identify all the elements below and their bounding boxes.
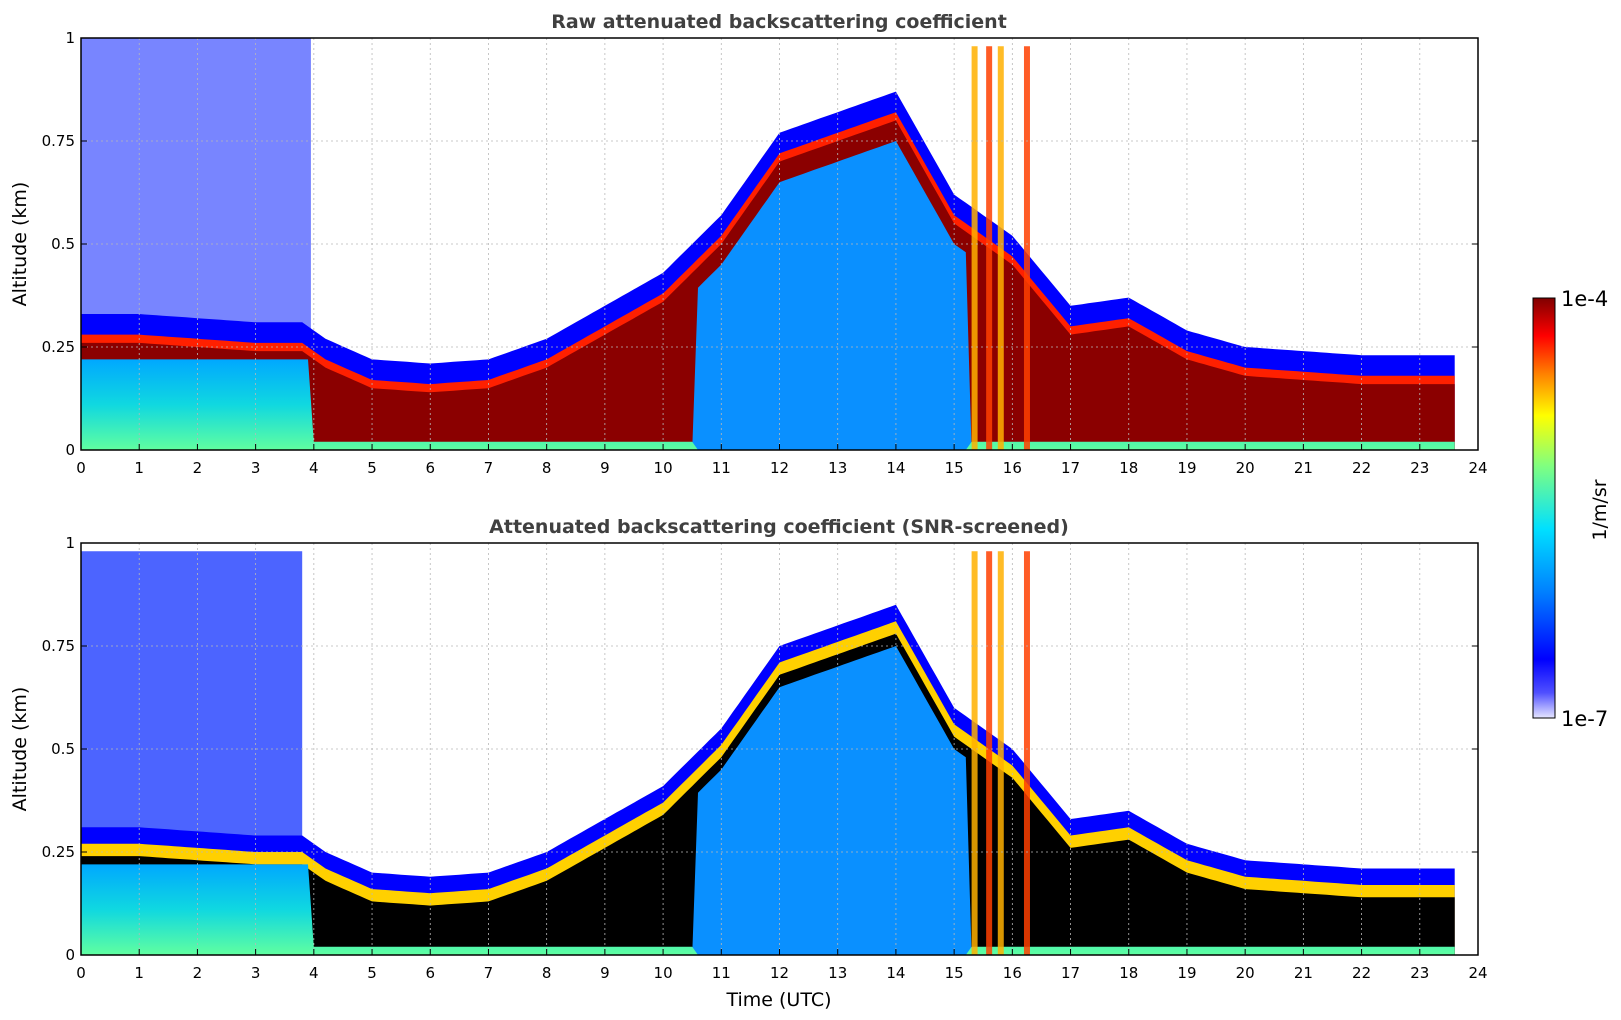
x-tick-label: 24 xyxy=(1468,964,1487,982)
convective-core xyxy=(81,141,1455,450)
x-tick-label: 15 xyxy=(945,459,964,477)
colorbar-min-label: 1e-7 xyxy=(1561,707,1608,731)
x-tick-label: 3 xyxy=(251,964,261,982)
x-tick-labels: 0 1 2 3 4 5 6 7 8 9 10 11 12 13 14 15 16 17 18 19 20 21 22 23 24 xyxy=(76,444,1488,477)
x-tick-label: 6 xyxy=(425,964,435,982)
x-tick-label: 5 xyxy=(367,459,377,477)
grid-lines xyxy=(80,37,1479,451)
x-tick-label: 7 xyxy=(484,964,494,982)
x-tick-label: 18 xyxy=(1119,459,1138,477)
x-tick-label: 11 xyxy=(712,459,731,477)
x-tick-label: 4 xyxy=(309,459,319,477)
y-tick-labels: 0 0.25 0.5 0.75 1 xyxy=(42,29,1478,459)
x-tick-label: 14 xyxy=(886,459,905,477)
x-tick-label: 19 xyxy=(1177,459,1196,477)
near-ground-band xyxy=(81,864,1455,955)
y-tick-label: 0.75 xyxy=(42,132,75,150)
snr-screened-panel: Attenuated backscattering coefficient (S… xyxy=(9,516,1488,1011)
x-tick-label: 2 xyxy=(193,459,203,477)
panel-title: Attenuated backscattering coefficient (S… xyxy=(489,516,1069,538)
x-tick-label: 20 xyxy=(1236,459,1255,477)
x-tick-label: 23 xyxy=(1410,459,1429,477)
x-tick-label: 18 xyxy=(1119,964,1138,982)
x-tick-labels: 0 1 2 3 4 5 6 7 8 9 10 11 12 13 14 15 16 17 18 19 20 21 22 23 24 xyxy=(76,949,1488,982)
cloud-streak xyxy=(971,46,978,450)
x-tick-label: 16 xyxy=(1003,459,1022,477)
y-tick-label: 0.25 xyxy=(42,338,75,356)
snr-screened-heatmap xyxy=(81,551,1455,955)
x-tick-label: 10 xyxy=(654,459,673,477)
x-tick-label: 23 xyxy=(1410,964,1429,982)
y-tick-label: 0 xyxy=(65,946,75,964)
y-tick-label: 0 xyxy=(65,441,75,459)
y-axis-label: Altitude (km) xyxy=(9,182,31,307)
raw-backscatter-panel: Raw attenuated backscattering coefficien… xyxy=(9,11,1488,477)
x-tick-label: 13 xyxy=(828,964,847,982)
grid-lines xyxy=(80,542,1479,956)
y-axis-label: Altitude (km) xyxy=(9,687,31,812)
near-ground-band xyxy=(81,359,1455,450)
colorbar-unit-label: 1/m/sr xyxy=(1589,479,1611,540)
x-axis-label: Time (UTC) xyxy=(725,989,831,1011)
y-tick-label: 0.5 xyxy=(51,235,75,253)
cloud-streak xyxy=(997,46,1004,450)
x-tick-label: 24 xyxy=(1468,459,1487,477)
x-tick-label: 20 xyxy=(1236,964,1255,982)
x-tick-label: 17 xyxy=(1061,459,1080,477)
x-tick-label: 1 xyxy=(134,459,144,477)
colorbar-max-label: 1e-4 xyxy=(1561,287,1608,311)
x-tick-label: 4 xyxy=(309,964,319,982)
panel-title: Raw attenuated backscattering coefficien… xyxy=(551,11,1007,33)
x-tick-label: 21 xyxy=(1294,964,1313,982)
y-tick-label: 0.5 xyxy=(51,740,75,758)
y-tick-label: 1 xyxy=(65,534,75,552)
x-tick-label: 5 xyxy=(367,964,377,982)
convective-core xyxy=(81,646,1455,955)
cloud-streak xyxy=(1023,551,1030,955)
y-tick-label: 0.25 xyxy=(42,843,75,861)
cloud-streak xyxy=(986,46,993,450)
x-tick-label: 19 xyxy=(1177,964,1196,982)
x-tick-label: 9 xyxy=(600,459,610,477)
x-tick-label: 9 xyxy=(600,964,610,982)
x-tick-label: 16 xyxy=(1003,964,1022,982)
x-tick-label: 8 xyxy=(542,459,552,477)
y-tick-labels: 0 0.25 0.5 0.75 1 xyxy=(42,534,1478,964)
x-tick-label: 0 xyxy=(76,964,86,982)
x-tick-label: 15 xyxy=(945,964,964,982)
x-tick-label: 10 xyxy=(654,964,673,982)
x-tick-label: 0 xyxy=(76,459,86,477)
x-tick-label: 21 xyxy=(1294,459,1313,477)
x-tick-label: 22 xyxy=(1352,459,1371,477)
x-tick-label: 22 xyxy=(1352,964,1371,982)
x-tick-label: 12 xyxy=(770,964,789,982)
x-tick-label: 7 xyxy=(484,459,494,477)
cloud-streak xyxy=(997,551,1004,955)
x-tick-label: 2 xyxy=(193,964,203,982)
x-tick-label: 13 xyxy=(828,459,847,477)
x-tick-label: 14 xyxy=(886,964,905,982)
raw-backscatter-heatmap xyxy=(81,38,1455,450)
x-tick-label: 3 xyxy=(251,459,261,477)
x-tick-label: 12 xyxy=(770,459,789,477)
x-tick-label: 17 xyxy=(1061,964,1080,982)
y-tick-label: 1 xyxy=(65,29,75,47)
colorbar: 1e-4 1e-7 1/m/sr xyxy=(1532,287,1611,731)
x-tick-label: 8 xyxy=(542,964,552,982)
x-tick-label: 6 xyxy=(425,459,435,477)
x-tick-label: 1 xyxy=(134,964,144,982)
y-tick-label: 0.75 xyxy=(42,637,75,655)
cloud-streak xyxy=(971,551,978,955)
colorbar-scale xyxy=(1532,297,1556,719)
cloud-streak xyxy=(986,551,993,955)
x-tick-label: 11 xyxy=(712,964,731,982)
night-noise-region xyxy=(81,551,303,865)
cloud-streak xyxy=(1023,46,1030,450)
